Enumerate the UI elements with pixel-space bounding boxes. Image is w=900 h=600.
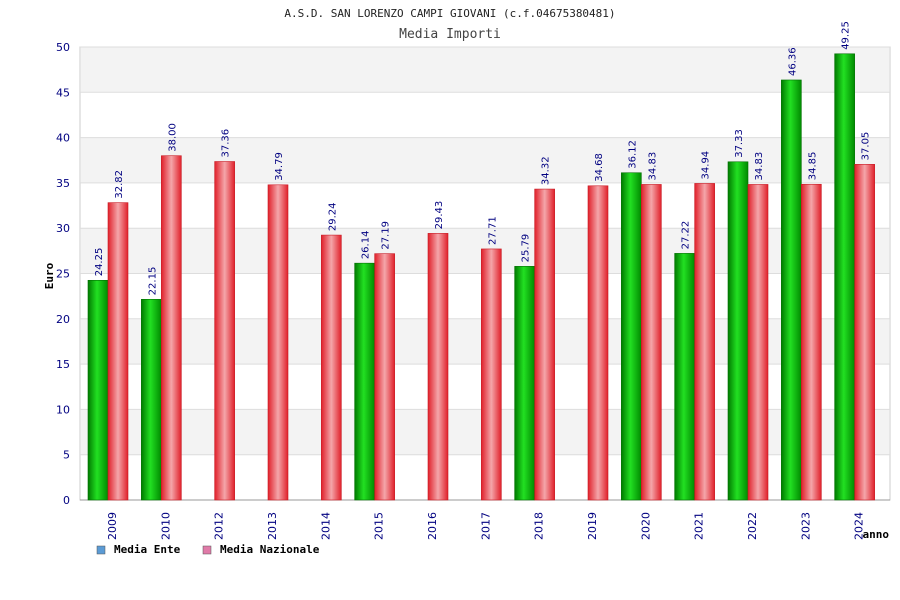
y-tick-label: 20 [56, 313, 70, 326]
bar-media-nazionale [534, 188, 555, 501]
value-labels: 24.25 32.82 22.15 38.00 37.36 34.79 29.24 26.14… [94, 21, 872, 295]
y-tick-label: 40 [56, 132, 70, 145]
x-tick-label: 2021 [693, 512, 706, 540]
bar-media-ente [141, 299, 162, 501]
data-label: 37.05 [861, 132, 872, 161]
bar-media-nazionale [747, 184, 769, 501]
grid-band [81, 47, 889, 93]
chart-subtitle: Media Importi [399, 27, 501, 42]
data-label: 37.33 [734, 129, 745, 158]
data-label: 38.00 [167, 123, 178, 152]
legend-swatch-media-nazionale [202, 545, 212, 555]
data-label: 34.85 [807, 152, 818, 181]
x-tick-label: 2012 [213, 512, 226, 540]
bar-media-ente [781, 79, 802, 501]
bar-media-nazionale [427, 233, 449, 501]
y-tick-label: 25 [56, 268, 70, 281]
x-tick-label: 2017 [479, 512, 492, 540]
data-label: 34.32 [541, 156, 552, 185]
legend-swatch-media-ente [96, 545, 106, 555]
data-label: 27.71 [487, 216, 498, 245]
data-label: 29.24 [327, 202, 338, 231]
x-tick-label: 2019 [586, 512, 599, 540]
x-tick-label: 2009 [106, 512, 119, 540]
data-label: 34.83 [647, 152, 658, 181]
x-tick-label: 2024 [853, 512, 866, 540]
y-tick-label: 5 [63, 449, 70, 462]
x-tick-label: 2013 [266, 512, 279, 540]
bar-media-ente [674, 253, 695, 501]
bar-media-ente [621, 172, 642, 501]
y-tick-label: 45 [56, 86, 70, 99]
bar-media-ente [354, 262, 375, 501]
x-axis-label: anno [863, 528, 890, 541]
data-label: 26.14 [361, 231, 372, 260]
y-tick-label: 15 [56, 358, 70, 371]
data-label: 49.25 [841, 21, 852, 50]
data-label: 34.68 [594, 153, 605, 182]
bar-media-nazionale [321, 234, 342, 501]
data-label: 25.79 [521, 234, 532, 263]
legend-label-media-nazionale: Media Nazionale [220, 543, 320, 556]
x-tick-label: 2020 [639, 512, 652, 540]
legend-label-media-ente: Media Ente [114, 543, 181, 556]
bar-media-nazionale [267, 184, 289, 501]
y-tick-label: 30 [56, 222, 70, 235]
data-label: 46.36 [787, 47, 798, 76]
bar-media-ente [834, 53, 855, 501]
data-label: 34.94 [701, 151, 712, 180]
x-tick-label: 2018 [533, 512, 546, 540]
bar-media-ente [514, 266, 535, 501]
x-tick-label: 2023 [799, 512, 812, 540]
chart-title: A.S.D. SAN LORENZO CAMPI GIOVANI (c.f.04… [284, 7, 615, 20]
bar-media-nazionale [587, 185, 609, 501]
data-label: 36.12 [627, 140, 638, 169]
x-tick-label: 2022 [746, 512, 759, 540]
data-label: 27.22 [681, 221, 692, 250]
y-axis-label: Euro [43, 262, 56, 289]
data-label: 24.25 [94, 248, 105, 277]
x-tick-label: 2014 [319, 512, 332, 540]
data-label: 37.36 [221, 129, 232, 158]
data-label: 29.43 [434, 201, 445, 230]
bar-media-nazionale [801, 183, 822, 501]
x-axis-ticks: 2009 2010 2012 2013 2014 2015 2016 2017 2018 2019… [106, 512, 866, 540]
bar-media-nazionale [694, 183, 715, 501]
grid-band [81, 137, 889, 183]
data-label: 27.19 [381, 221, 392, 250]
legend: Media Ente Media Nazionale [96, 543, 320, 556]
x-tick-label: 2016 [426, 512, 439, 540]
bar-media-nazionale [641, 184, 662, 501]
data-label: 22.15 [147, 267, 158, 296]
y-tick-label: 10 [56, 403, 70, 416]
bar-media-ente [727, 161, 749, 501]
bar-media-nazionale [374, 253, 395, 501]
bar-media-nazionale [214, 161, 235, 501]
bar-media-ente [87, 279, 109, 501]
bar-media-nazionale [854, 164, 875, 501]
bar-media-nazionale [481, 248, 502, 501]
y-tick-label: 35 [56, 177, 70, 190]
y-axis-ticks: 0 5 10 15 20 25 30 35 40 45 50 [56, 41, 70, 507]
bars [87, 53, 875, 501]
data-label: 34.83 [754, 152, 765, 181]
y-tick-label: 50 [56, 41, 70, 54]
data-label: 34.79 [274, 152, 285, 181]
x-tick-label: 2010 [159, 512, 172, 540]
y-tick-label: 0 [63, 494, 70, 507]
data-label: 32.82 [114, 170, 125, 199]
bar-media-nazionale [107, 202, 129, 501]
bar-media-nazionale [161, 155, 182, 501]
x-tick-label: 2015 [373, 512, 386, 540]
